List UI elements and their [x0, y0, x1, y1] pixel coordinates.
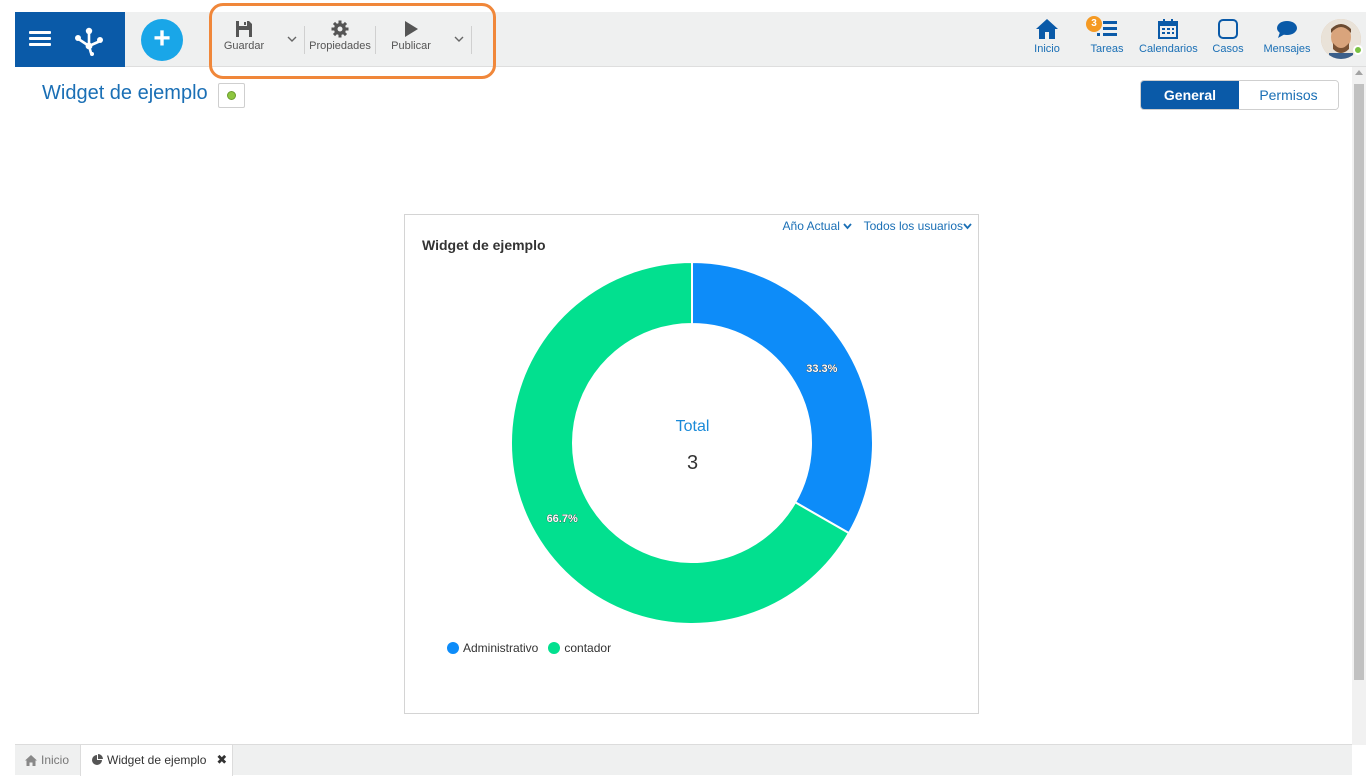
scroll-up-arrow-icon[interactable] [1355, 70, 1363, 75]
nav-messages[interactable]: Mensajes [1262, 18, 1312, 55]
legend-label: Administrativo [463, 641, 539, 655]
nav-cases[interactable]: Casos [1211, 18, 1245, 55]
status-dot-icon [227, 91, 236, 100]
tasks-icon [1097, 21, 1117, 36]
add-new-button[interactable]: + [141, 19, 183, 61]
tab-permissions[interactable]: Permisos [1239, 81, 1338, 109]
donut-center-label: Total [675, 418, 710, 435]
legend-label: contador [564, 641, 612, 655]
nav-home[interactable]: Inicio [1031, 18, 1063, 55]
tab-general[interactable]: General [1141, 81, 1239, 109]
bottom-tab-widget-label: Widget de ejemplo [107, 753, 207, 767]
legend-swatch [447, 642, 459, 654]
widget-title: Widget de ejemplo [422, 237, 546, 253]
brand-area [15, 12, 125, 67]
nav-home-label: Inicio [1034, 43, 1060, 55]
status-indicator-button[interactable] [218, 83, 245, 108]
bottom-tab-widget[interactable]: Widget de ejemplo ✖ [80, 745, 233, 776]
legend-swatch [548, 642, 561, 654]
widget-filters: Año Actual Todos los usuarios [775, 219, 972, 233]
case-icon [1218, 19, 1238, 39]
publish-button[interactable]: Publicar [385, 20, 437, 52]
widget-card: Año Actual Todos los usuarios Widget de … [404, 214, 979, 714]
properties-button[interactable]: Propiedades [308, 20, 372, 52]
nav-calendars-label: Calendarios [1139, 43, 1198, 55]
legend-item-contador[interactable]: contador [548, 641, 611, 655]
home-icon [25, 755, 37, 766]
period-filter-label: Año Actual [782, 219, 840, 233]
page-title: Widget de ejemplo [42, 82, 208, 104]
calendar-icon [1158, 19, 1178, 39]
properties-label: Propiedades [309, 40, 371, 52]
hamburger-menu-icon[interactable] [29, 29, 51, 51]
app-logo-icon [75, 27, 103, 56]
publish-dropdown-chevron-icon[interactable] [452, 32, 466, 46]
chevron-down-icon [843, 223, 852, 230]
bottom-tab-bar: Inicio Widget de ejemplo ✖ [15, 744, 1352, 776]
chat-bubble-icon [1277, 21, 1297, 38]
bottom-tab-home[interactable]: Inicio [15, 745, 80, 776]
period-filter-dropdown[interactable]: Año Actual [779, 219, 853, 233]
gear-icon [331, 20, 349, 38]
nav-messages-label: Mensajes [1263, 43, 1311, 55]
chevron-down-icon [963, 223, 972, 230]
users-filter-label: Todos los usuarios [863, 219, 963, 233]
legend-item-administrativo[interactable]: Administrativo [447, 641, 538, 655]
nav-tasks[interactable]: 3 Tareas [1086, 16, 1126, 55]
donut-slice-label: 33.3% [806, 363, 837, 375]
scrollbar-thumb[interactable] [1354, 84, 1364, 680]
tasks-badge: 3 [1086, 16, 1102, 32]
toolbar-separator [304, 26, 305, 54]
publish-label: Publicar [391, 40, 431, 52]
view-tabs: General Permisos [1140, 80, 1339, 110]
nav-tasks-label: Tareas [1090, 43, 1124, 55]
nav-cases-label: Casos [1212, 43, 1244, 55]
donut-center-value: 3 [686, 452, 699, 474]
top-toolbar: + Guardar Propied [15, 12, 1366, 67]
save-label: Guardar [223, 40, 265, 52]
play-icon [405, 21, 418, 37]
donut-slice-label: 66.7% [547, 513, 578, 525]
floppy-disk-icon [236, 21, 252, 37]
close-tab-icon[interactable]: ✖ [216, 752, 228, 767]
home-icon [1036, 19, 1058, 39]
chart-legend: Administrativo contador [447, 641, 621, 655]
users-filter-dropdown[interactable]: Todos los usuarios [860, 219, 972, 233]
save-button[interactable]: Guardar [222, 20, 266, 52]
donut-slice-administrativo[interactable] [691, 260, 874, 535]
donut-chart: 33.3% 66.7% [510, 260, 874, 625]
toolbar-separator [375, 26, 376, 54]
donut-slice-contador[interactable] [510, 260, 851, 625]
online-status-dot [1353, 45, 1363, 55]
bottom-tab-home-label: Inicio [41, 753, 70, 767]
toolbar-separator [471, 26, 472, 54]
pie-chart-icon [92, 754, 103, 765]
save-dropdown-chevron-icon[interactable] [285, 32, 299, 46]
nav-calendars[interactable]: Calendarios [1139, 18, 1198, 55]
